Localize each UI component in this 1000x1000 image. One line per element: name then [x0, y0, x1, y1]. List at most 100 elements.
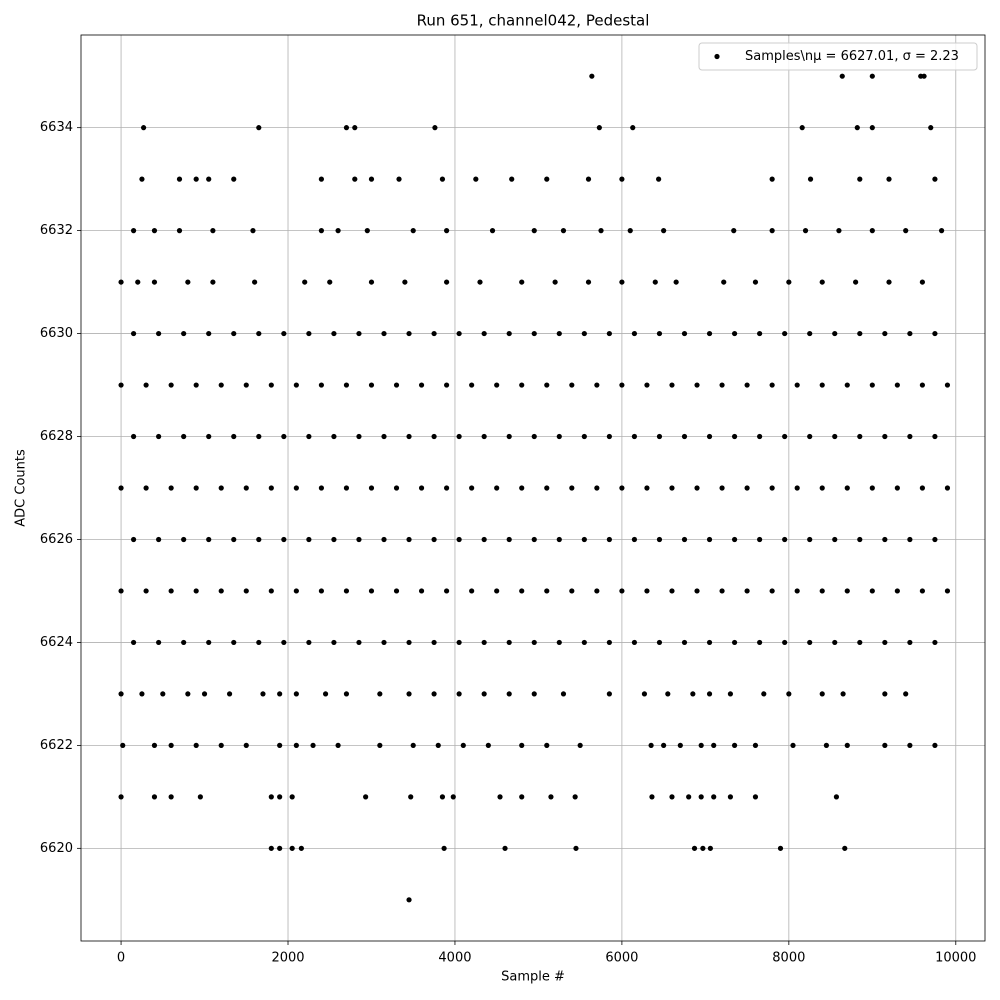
data-point: [844, 382, 850, 388]
data-point: [731, 536, 738, 543]
data-point: [907, 742, 913, 748]
data-point: [406, 691, 412, 697]
data-point: [402, 279, 408, 285]
data-point: [206, 330, 212, 337]
data-point: [894, 485, 900, 491]
data-point: [681, 536, 688, 543]
data-point: [481, 433, 487, 440]
x-axis-label: Sample #: [501, 970, 565, 985]
data-point: [681, 330, 688, 337]
data-point: [619, 588, 625, 594]
data-point: [197, 794, 203, 800]
data-point: [932, 742, 938, 748]
data-point: [356, 330, 362, 337]
data-point: [556, 536, 562, 543]
data-point: [706, 536, 713, 543]
data-point: [193, 382, 199, 388]
data-point: [869, 382, 875, 388]
data-point: [919, 382, 925, 388]
data-point: [769, 176, 775, 182]
data-point: [686, 794, 692, 800]
data-point: [769, 382, 775, 388]
y-tick-label: 6628: [40, 429, 73, 444]
data-point: [807, 536, 813, 543]
data-point: [711, 794, 717, 800]
data-point: [857, 330, 863, 337]
data-point: [206, 176, 212, 182]
data-point: [531, 228, 537, 234]
data-point: [944, 485, 951, 491]
x-tick-label: 10000: [935, 951, 976, 966]
data-point: [744, 588, 750, 594]
data-point: [731, 330, 738, 337]
data-point: [594, 382, 600, 388]
data-point: [641, 691, 648, 697]
y-tick-label: 6632: [40, 223, 73, 238]
data-point: [782, 536, 788, 543]
data-point: [281, 639, 287, 646]
data-point: [869, 485, 875, 491]
data-point: [882, 691, 888, 697]
data-point: [786, 691, 792, 697]
data-point: [752, 794, 759, 800]
data-point: [506, 330, 512, 337]
data-point: [752, 742, 759, 748]
data-point: [519, 382, 525, 388]
data-point: [661, 742, 667, 748]
data-point: [293, 382, 299, 388]
data-point: [256, 125, 262, 131]
data-point: [456, 536, 462, 543]
data-point: [807, 176, 814, 182]
data-point: [268, 382, 274, 388]
data-point: [156, 433, 162, 440]
data-point: [840, 691, 846, 697]
data-point: [544, 485, 550, 491]
data-point: [406, 897, 412, 903]
data-point: [335, 228, 341, 234]
data-point: [731, 742, 738, 748]
data-point: [932, 639, 938, 646]
data-point: [569, 588, 575, 594]
data-point: [519, 742, 525, 748]
data-point: [143, 588, 149, 594]
data-point: [343, 588, 350, 594]
data-point: [598, 228, 604, 234]
data-point: [506, 433, 512, 440]
data-point: [444, 588, 450, 594]
data-point: [794, 588, 800, 594]
data-point: [141, 125, 147, 131]
data-point: [231, 176, 237, 182]
data-point: [907, 639, 913, 646]
data-point: [368, 279, 375, 285]
data-point: [544, 588, 550, 594]
data-point: [118, 794, 124, 800]
data-point: [944, 382, 951, 388]
data-point: [506, 691, 512, 697]
x-tick-label: 4000: [438, 951, 471, 966]
data-point: [444, 485, 450, 491]
data-point: [719, 485, 725, 491]
data-point: [853, 279, 859, 285]
data-point: [497, 794, 503, 800]
data-point: [327, 279, 333, 285]
data-point: [606, 433, 612, 440]
data-point: [456, 433, 462, 440]
data-point: [368, 382, 375, 388]
data-point: [757, 536, 763, 543]
data-point: [318, 382, 324, 388]
data-point: [168, 382, 174, 388]
data-point: [556, 639, 562, 646]
data-point: [560, 228, 567, 234]
data-point: [757, 433, 763, 440]
data-point: [130, 433, 137, 440]
data-point: [919, 279, 925, 285]
data-point: [606, 691, 612, 697]
data-point: [690, 691, 696, 697]
data-point: [857, 639, 863, 646]
data-point: [331, 536, 337, 543]
data-point: [139, 691, 145, 697]
data-point: [130, 639, 137, 646]
data-point: [631, 433, 638, 440]
data-point: [256, 433, 262, 440]
